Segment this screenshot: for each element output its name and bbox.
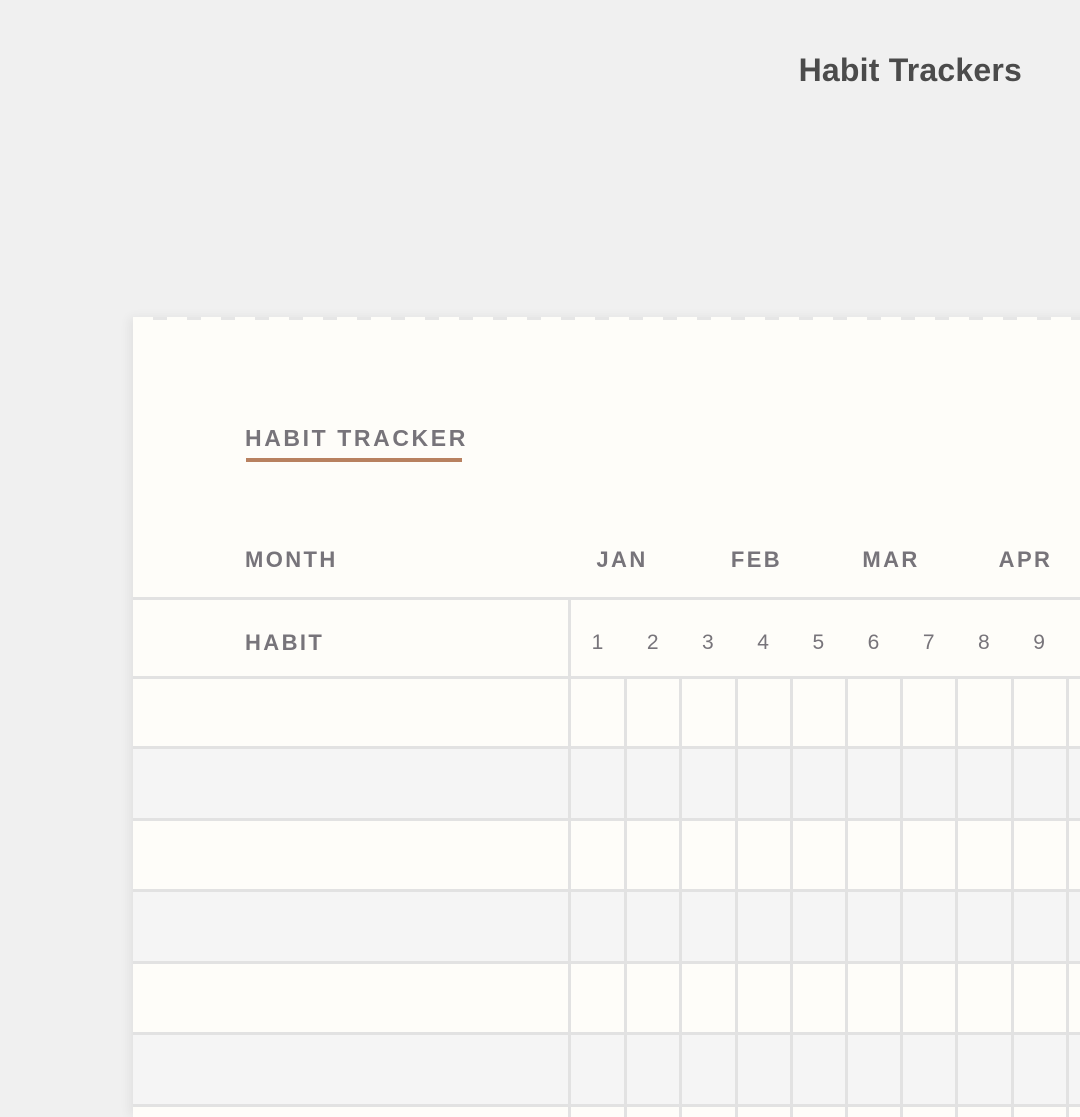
page-title: Habit Trackers bbox=[799, 52, 1022, 89]
perforated-edge bbox=[133, 317, 1080, 320]
day-column-divider bbox=[1066, 677, 1069, 1117]
day-number: 8 bbox=[956, 631, 1011, 655]
habit-row[interactable] bbox=[133, 749, 1080, 820]
day-number: 9 bbox=[1012, 631, 1067, 655]
day-column-divider bbox=[1011, 677, 1014, 1117]
habit-label: HABIT bbox=[245, 630, 324, 656]
day-number: 3 bbox=[680, 631, 735, 655]
day-column-divider bbox=[679, 677, 682, 1117]
row-divider bbox=[133, 1104, 1080, 1107]
tracker-title: HABIT TRACKER bbox=[245, 425, 468, 452]
month-apr[interactable]: APR bbox=[966, 547, 1080, 573]
month-mar[interactable]: MAR bbox=[831, 547, 951, 573]
month-label: MONTH bbox=[245, 547, 338, 573]
day-number: 7 bbox=[901, 631, 956, 655]
day-number: 1 bbox=[570, 631, 625, 655]
day-number: 2 bbox=[625, 631, 680, 655]
habit-row[interactable] bbox=[133, 820, 1080, 891]
day-number: 4 bbox=[736, 631, 791, 655]
habit-tracker-sheet: HABIT TRACKER MONTH JAN FEB MAR APR HABIT 1… bbox=[133, 317, 1080, 1117]
habit-row[interactable] bbox=[133, 963, 1080, 1034]
habit-row[interactable] bbox=[133, 892, 1080, 963]
day-number: 5 bbox=[791, 631, 846, 655]
habit-row[interactable] bbox=[133, 677, 1080, 748]
habit-row[interactable] bbox=[133, 1035, 1080, 1106]
month-feb[interactable]: FEB bbox=[697, 547, 817, 573]
day-column-divider bbox=[955, 677, 958, 1117]
month-jan[interactable]: JAN bbox=[562, 547, 682, 573]
header-divider bbox=[133, 597, 1080, 600]
habit-column-divider bbox=[568, 597, 571, 1117]
day-column-divider bbox=[735, 677, 738, 1117]
day-number: 6 bbox=[846, 631, 901, 655]
day-column-divider bbox=[900, 677, 903, 1117]
header-divider bbox=[133, 676, 1080, 679]
title-underline bbox=[246, 458, 462, 462]
day-column-divider bbox=[845, 677, 848, 1117]
day-column-divider bbox=[624, 677, 627, 1117]
day-column-divider bbox=[790, 677, 793, 1117]
